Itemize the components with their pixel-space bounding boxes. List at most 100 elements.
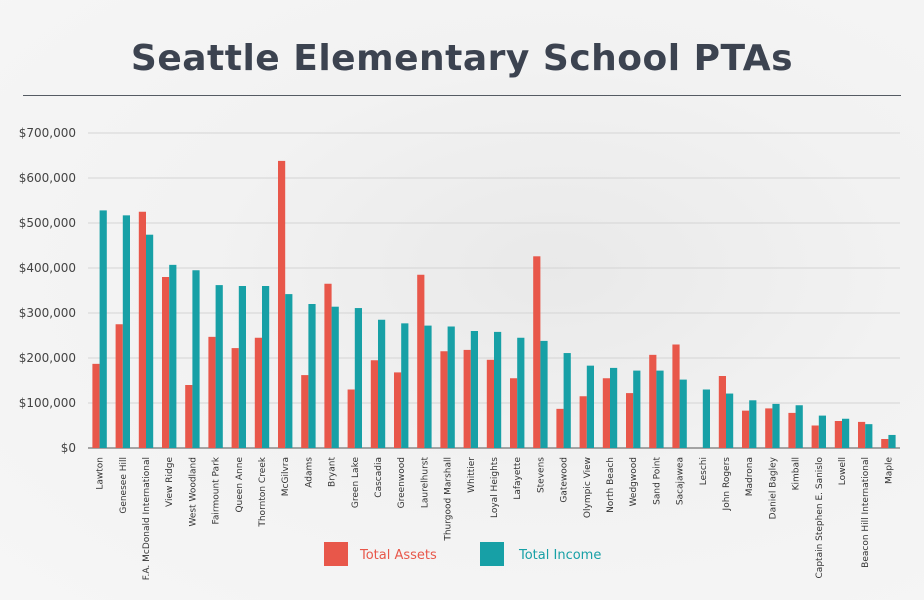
bar-total-assets <box>92 363 100 448</box>
bar-total-income <box>424 325 432 448</box>
bar-total-income <box>99 210 107 448</box>
x-tick-label: Maple <box>884 457 894 484</box>
bar-total-assets <box>811 425 819 448</box>
bar-total-assets <box>162 277 170 448</box>
bar-total-assets <box>626 393 634 448</box>
bar-total-income <box>192 270 200 448</box>
bar-total-assets <box>231 348 239 448</box>
y-tick-label: $400,000 <box>19 261 76 275</box>
x-tick-label: Sacajawea <box>676 457 686 505</box>
x-tick-label: Green Lake <box>351 457 361 509</box>
x-tick-label: Wedgwood <box>629 457 639 506</box>
bar-total-assets <box>602 378 610 448</box>
x-tick-label: View Ridge <box>165 457 175 507</box>
x-tick-label: John Rogers <box>722 457 732 512</box>
x-tick-label: Thornton Creek <box>258 456 268 527</box>
bar-total-assets <box>254 337 262 448</box>
y-tick-label: $100,000 <box>19 396 76 410</box>
x-tick-label: Fairmount Park <box>212 456 222 524</box>
legend-swatch-total-assets <box>324 542 348 566</box>
x-tick-label: Lafayette <box>513 457 523 500</box>
bar-total-assets <box>486 359 494 448</box>
x-tick-label: Adams <box>304 457 314 488</box>
bar-total-income <box>795 405 803 448</box>
bar-total-assets <box>649 354 657 448</box>
x-tick-label: Gatewood <box>560 457 570 503</box>
bar-total-income <box>656 370 664 448</box>
x-tick-label: Bryant <box>328 457 338 487</box>
bar-total-income <box>679 379 687 448</box>
bar-total-income <box>401 323 409 448</box>
bar-total-assets <box>370 360 378 448</box>
bar-total-assets <box>185 385 193 448</box>
bar-total-income <box>633 370 641 448</box>
bar-total-income <box>540 340 548 448</box>
bar-total-assets <box>417 274 425 448</box>
bar-total-income <box>285 294 293 448</box>
legend-label-total-income: Total Income <box>518 548 601 563</box>
x-tick-label: F.A. McDonald International <box>142 457 152 580</box>
y-tick-label: $700,000 <box>19 126 76 140</box>
x-tick-label: Cascadia <box>374 457 384 498</box>
bar-total-assets <box>556 408 564 448</box>
bar-total-income <box>354 308 362 448</box>
bar-total-income <box>378 319 386 448</box>
x-tick-label: Queen Anne <box>235 457 245 513</box>
bar-total-assets <box>672 344 680 448</box>
x-tick-label: Thurgood Marshall <box>444 457 454 542</box>
bar-total-assets <box>138 211 146 448</box>
x-tick-label: Beacon Hill International <box>861 457 871 568</box>
bar-total-assets <box>440 351 448 448</box>
x-tick-label: Captain Stephen E. Sanislo <box>815 457 825 579</box>
bar-total-assets <box>718 376 726 448</box>
bar-total-income <box>331 306 339 448</box>
x-tick-label: Daniel Bagley <box>768 456 778 519</box>
bar-total-income <box>308 304 316 448</box>
bar-total-income <box>470 331 478 448</box>
bar-total-assets <box>834 421 842 448</box>
bar-total-income <box>262 286 270 448</box>
x-tick-label: Lowell <box>838 457 848 485</box>
bar-total-income <box>146 234 154 448</box>
bar-total-income <box>517 337 525 448</box>
y-tick-label: $0 <box>61 441 76 455</box>
x-axis: Lawton Genesee Hill F.A. McDonald Internat… <box>96 456 895 580</box>
bar-total-income <box>772 403 780 448</box>
bar-total-income <box>842 418 850 448</box>
bar-total-assets <box>533 256 541 448</box>
y-tick-label: $500,000 <box>19 216 76 230</box>
x-tick-label: McGilvra <box>281 457 291 496</box>
bar-total-income <box>563 353 571 448</box>
bar-total-assets <box>394 372 402 448</box>
bar-total-assets <box>115 324 123 448</box>
bar-total-income <box>865 424 873 448</box>
bar-total-income <box>494 331 502 448</box>
bar-total-income <box>586 365 594 448</box>
bar-total-assets <box>324 283 332 448</box>
y-tick-label: $200,000 <box>19 351 76 365</box>
y-tick-label: $300,000 <box>19 306 76 320</box>
bar-total-assets <box>858 421 866 448</box>
bar-total-assets <box>347 389 355 448</box>
bar-total-assets <box>301 375 309 448</box>
bar-total-assets <box>765 408 773 448</box>
legend: Total Assets Total Income <box>324 542 601 566</box>
gridlines <box>88 132 900 449</box>
bar-total-assets <box>278 160 286 448</box>
chart-title: Seattle Elementary School PTAs <box>130 38 794 79</box>
x-tick-label: Kimball <box>792 457 802 490</box>
x-tick-label: Lawton <box>96 457 106 490</box>
bar-total-income <box>169 264 177 448</box>
bar-total-assets <box>510 378 518 448</box>
bar-total-income <box>447 326 455 448</box>
legend-swatch-total-income <box>480 542 504 566</box>
bar-total-income <box>888 434 896 448</box>
bar-total-assets <box>788 412 796 448</box>
x-tick-label: West Woodland <box>188 457 198 527</box>
bar-total-income <box>726 393 734 448</box>
bar-total-assets <box>881 439 889 448</box>
x-tick-label: Leschi <box>699 457 709 485</box>
x-tick-label: Greenwood <box>397 457 407 508</box>
x-tick-label: Laurelhurst <box>420 457 430 509</box>
